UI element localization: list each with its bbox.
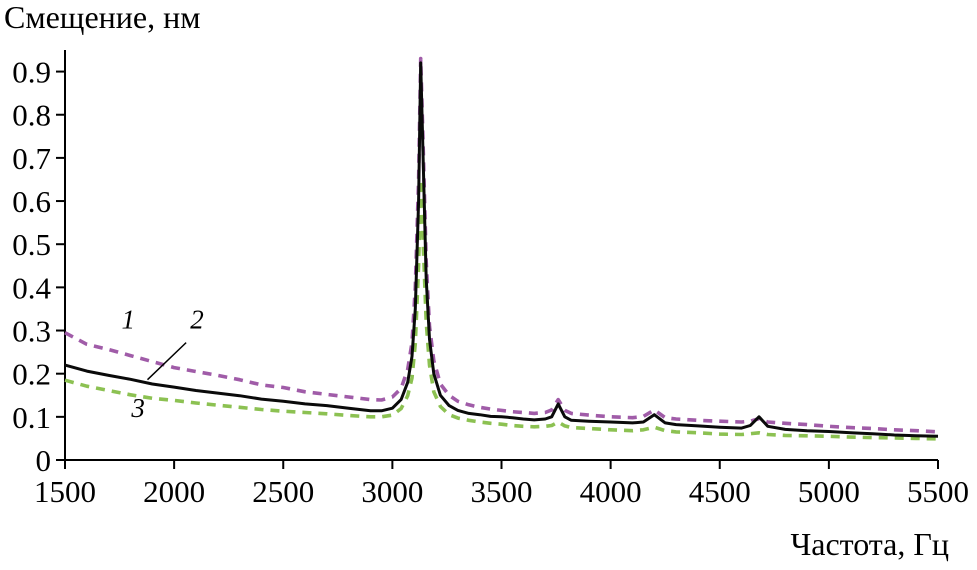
annotation-leader-2 bbox=[146, 342, 187, 381]
y-tick-label: 0.8 bbox=[12, 98, 51, 133]
y-tick-label: 0.5 bbox=[12, 227, 51, 262]
x-tick-label: 2000 bbox=[143, 474, 205, 509]
series-curve-3 bbox=[64, 177, 939, 441]
y-tick-label: 0.1 bbox=[12, 400, 51, 435]
x-tick-label: 4500 bbox=[689, 474, 751, 509]
x-tick-label: 5500 bbox=[907, 474, 969, 509]
y-tick-label: 0.6 bbox=[12, 184, 51, 219]
curve-label-1: 1 bbox=[122, 304, 136, 334]
curve-label-3: 3 bbox=[130, 393, 145, 423]
y-tick-label: 0.9 bbox=[12, 55, 51, 90]
series-curve-1 bbox=[64, 56, 939, 434]
y-tick-label: 0.4 bbox=[12, 270, 51, 305]
y-tick-label: 0.2 bbox=[12, 357, 51, 392]
x-tick-label: 3000 bbox=[361, 474, 423, 509]
x-tick-label: 2500 bbox=[252, 474, 314, 509]
y-tick-label: 0 bbox=[36, 443, 52, 478]
axis-lines bbox=[64, 50, 938, 461]
x-tick-label: 4000 bbox=[580, 474, 642, 509]
curve-label-2: 2 bbox=[190, 304, 204, 334]
x-tick-label: 5000 bbox=[798, 474, 860, 509]
series-curve-2 bbox=[64, 61, 939, 438]
y-tick-label: 0.3 bbox=[12, 314, 51, 349]
x-axis-title: Частота, Гц bbox=[790, 525, 949, 562]
y-axis-title: Смещение, нм bbox=[4, 0, 201, 35]
y-tick-label: 0.7 bbox=[12, 141, 51, 176]
x-tick-label: 1500 bbox=[34, 474, 96, 509]
x-tick-label: 3500 bbox=[471, 474, 533, 509]
